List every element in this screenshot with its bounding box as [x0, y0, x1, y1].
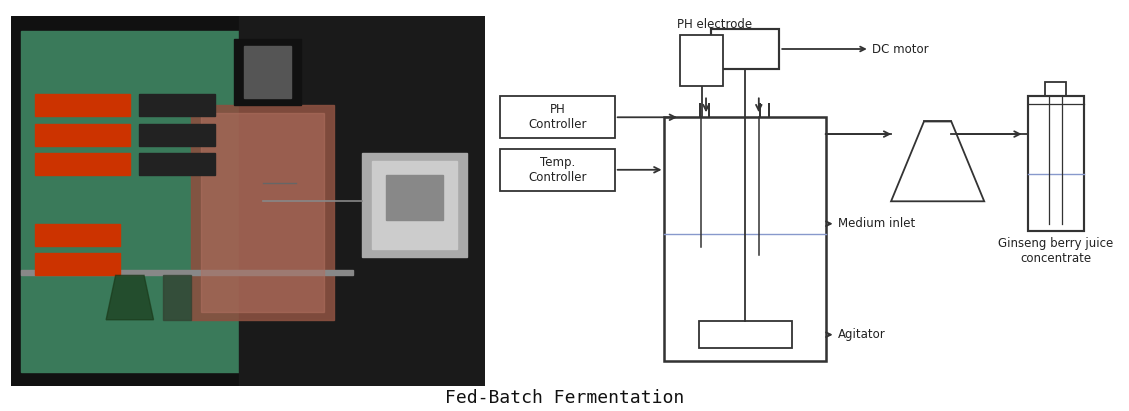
Text: PH
Controller: PH Controller — [528, 103, 587, 131]
Text: Agitator: Agitator — [826, 328, 886, 341]
Text: Fed-Batch Fermentation: Fed-Batch Fermentation — [445, 389, 684, 407]
Bar — [234, 39, 300, 105]
Bar — [239, 16, 485, 386]
Bar — [35, 94, 130, 116]
Bar — [244, 46, 291, 98]
Bar — [362, 153, 466, 257]
Bar — [500, 96, 614, 138]
Bar — [1044, 81, 1067, 96]
Bar — [1027, 96, 1084, 231]
Text: Temp.
Controller: Temp. Controller — [528, 156, 587, 184]
Text: DC motor: DC motor — [782, 42, 929, 55]
Text: Medium inlet: Medium inlet — [826, 217, 916, 230]
Bar — [35, 124, 130, 146]
Bar — [139, 124, 216, 146]
Bar — [35, 253, 121, 275]
Bar — [139, 153, 216, 175]
Bar — [201, 113, 324, 312]
Polygon shape — [106, 275, 154, 320]
Text: Ginseng berry juice
concentrate: Ginseng berry juice concentrate — [998, 237, 1113, 265]
Bar — [163, 275, 192, 320]
Bar — [386, 175, 443, 220]
Text: PH electrode: PH electrode — [677, 18, 752, 31]
Bar — [192, 105, 334, 320]
Bar — [35, 153, 130, 175]
Bar — [664, 117, 826, 361]
Bar — [680, 35, 724, 86]
Bar — [20, 270, 352, 275]
Bar — [371, 161, 457, 249]
Bar — [711, 29, 779, 69]
Bar — [35, 224, 121, 246]
Bar — [139, 94, 216, 116]
Bar — [699, 321, 791, 349]
Bar — [20, 31, 239, 372]
Bar — [500, 149, 614, 191]
